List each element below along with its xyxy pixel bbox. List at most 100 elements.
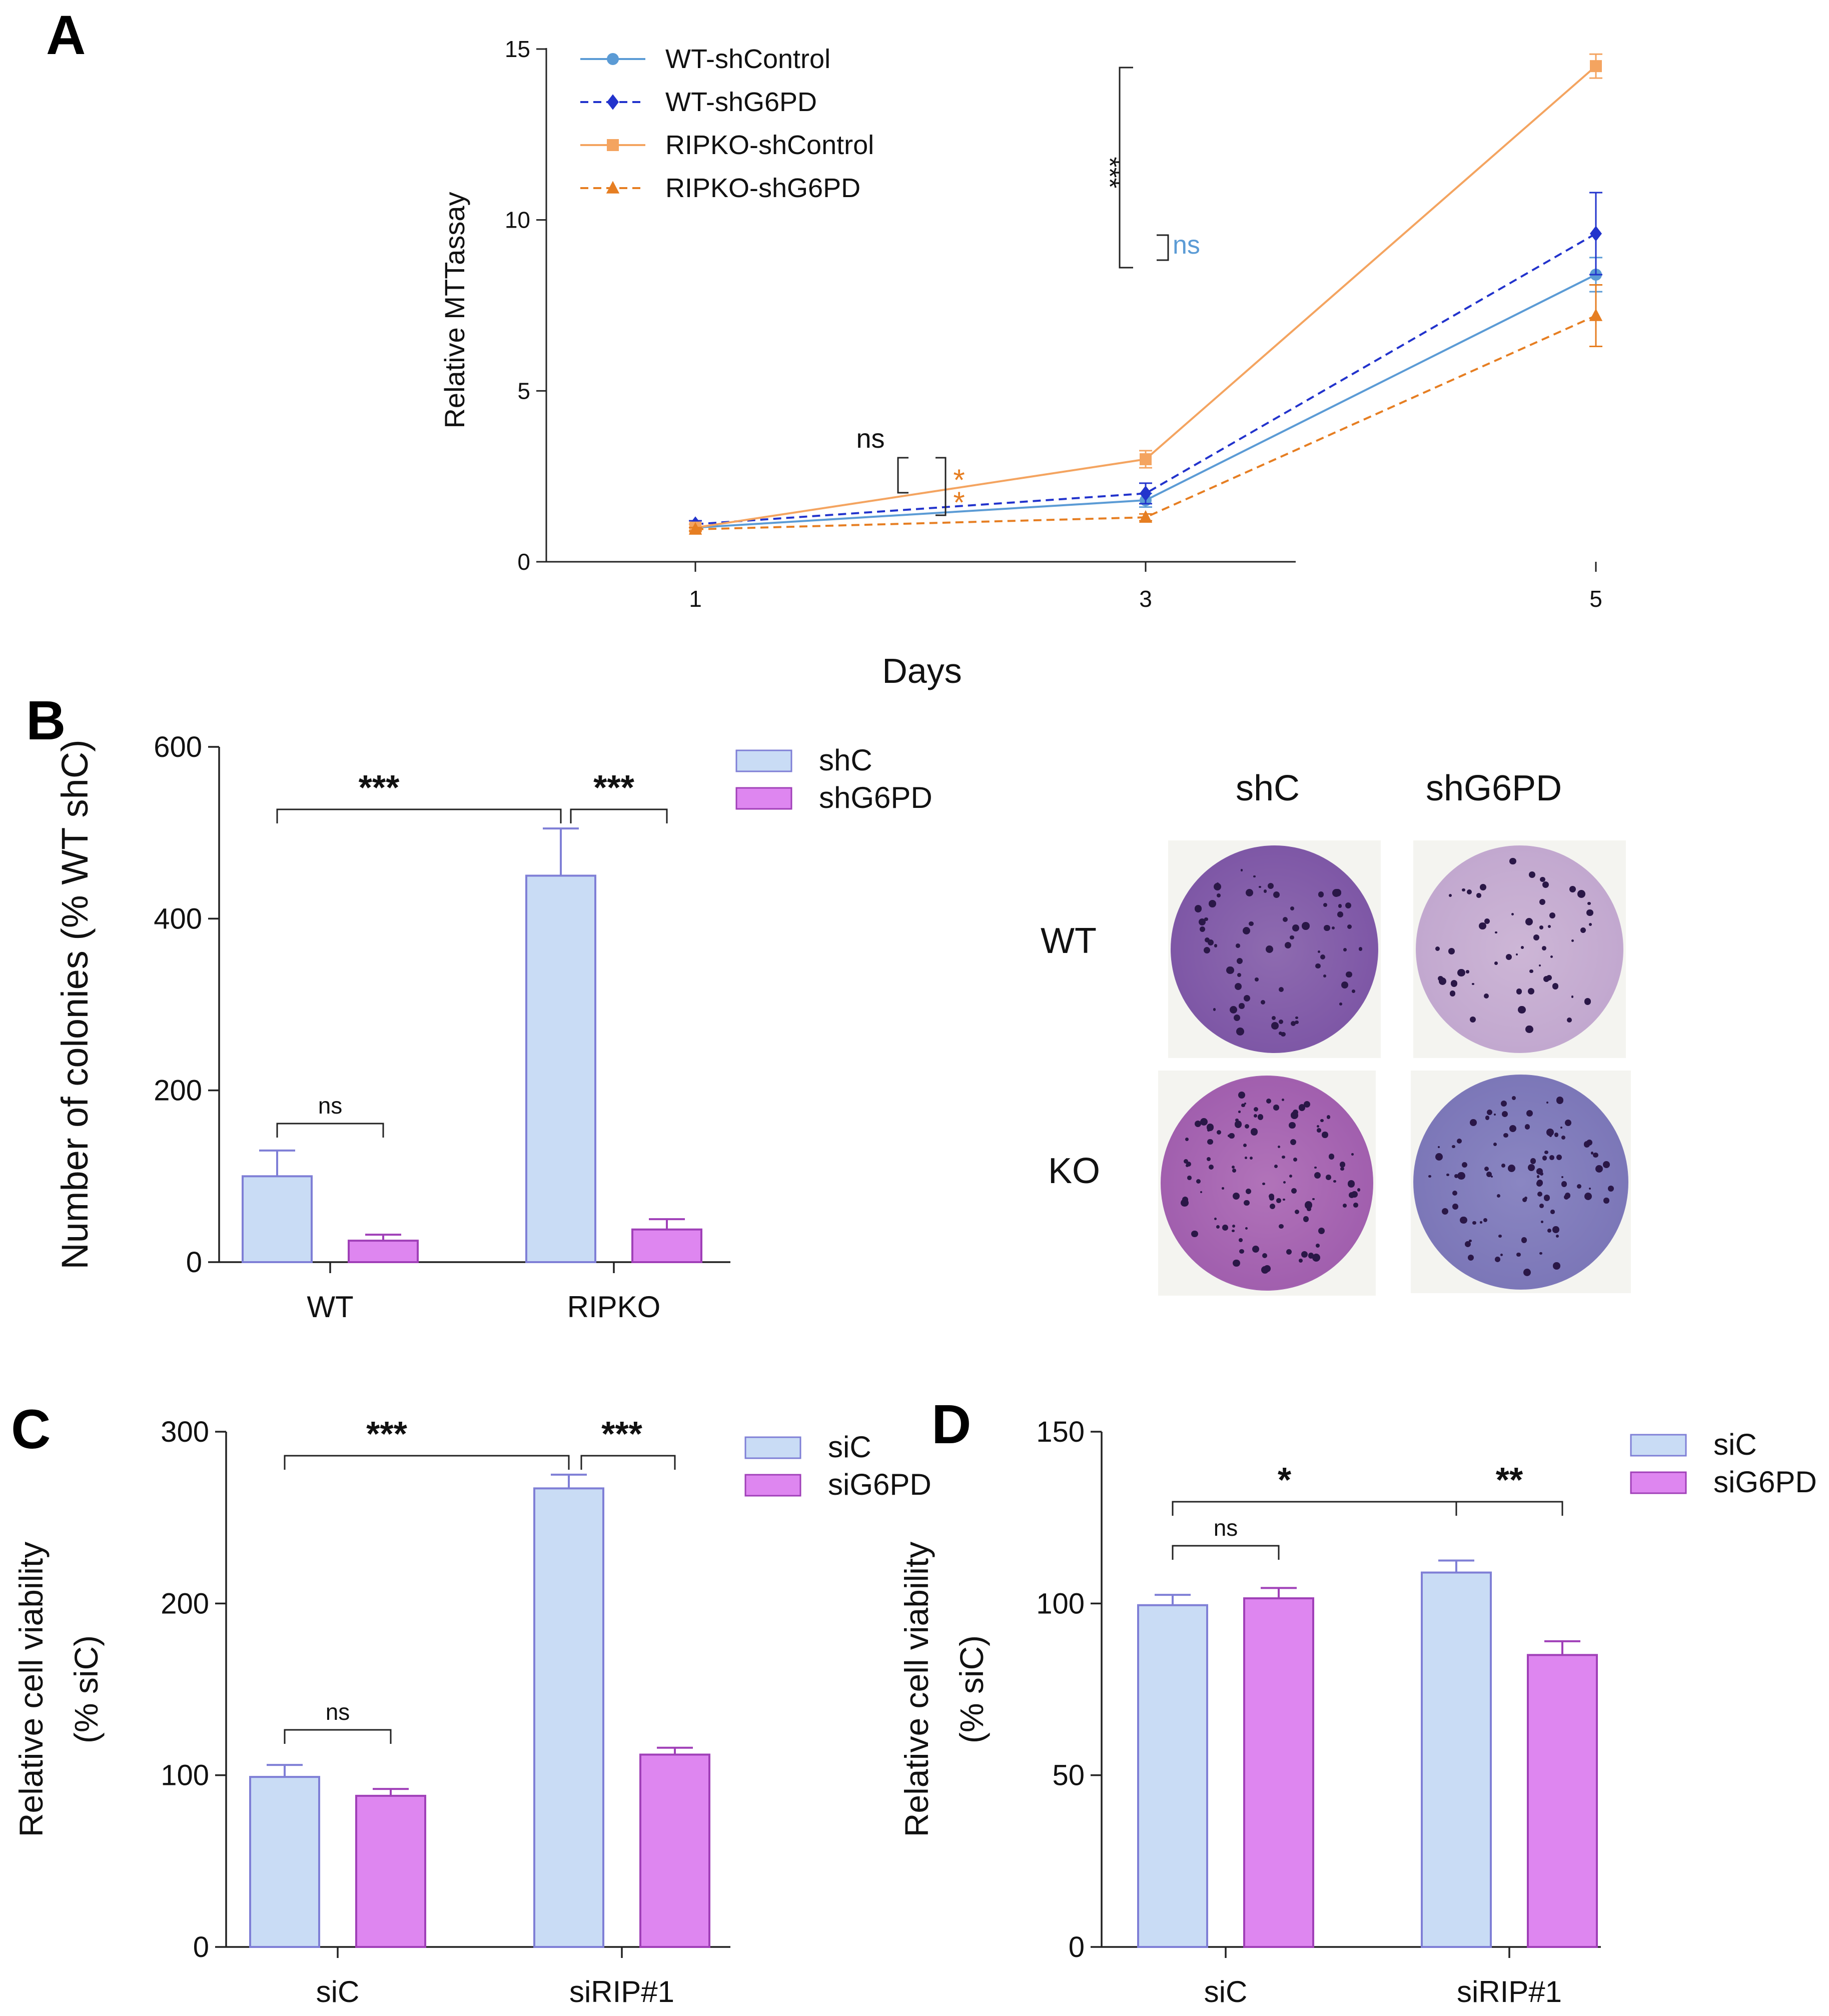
chart-d-bars: 0 50 100 150 siC siRIP#1 siC siG6PD Relative cel…	[898, 1416, 1817, 2008]
colony-dot	[1282, 1099, 1285, 1102]
colony-dot	[1529, 871, 1536, 878]
d-sig-bracket	[1172, 1501, 1457, 1516]
colony-dot	[1546, 1129, 1554, 1137]
colony-dot	[1244, 1200, 1250, 1206]
colony-dot	[1495, 1257, 1500, 1262]
colony-dot	[1199, 926, 1206, 932]
colony-dot	[1456, 1139, 1462, 1144]
colony-dot	[1234, 982, 1242, 990]
a-legend-label: WT-shControl	[665, 44, 830, 74]
colony-dot	[1452, 1145, 1455, 1149]
colony-dot	[1448, 893, 1452, 897]
b-legend-label: shC	[819, 743, 872, 777]
c-sig-label: ns	[326, 1699, 350, 1725]
panel-letter-d: D	[932, 1394, 971, 1455]
colony-dot	[1320, 954, 1326, 960]
colony-dot	[1301, 1251, 1308, 1258]
colony-dot	[1590, 1151, 1594, 1155]
a-bracket-ns3	[897, 457, 908, 494]
colony-dot	[1461, 1162, 1467, 1168]
c-bar	[639, 1753, 710, 1948]
a-bracket-star3	[936, 457, 947, 516]
colony-dot	[1452, 1204, 1458, 1210]
colony-dot	[1263, 889, 1267, 893]
d-sig-bracket	[1172, 1545, 1280, 1560]
a-y-tick-label: 10	[505, 207, 530, 233]
colony-dot	[1222, 1187, 1224, 1190]
a-bracket-ns5	[1157, 234, 1169, 261]
colony-dot	[1469, 1016, 1476, 1023]
colony-dot	[1253, 1107, 1258, 1112]
photo-row-label-ko: KO	[1048, 1151, 1101, 1191]
colony-dot	[1320, 1119, 1324, 1123]
colony-dot	[1259, 885, 1261, 888]
colony-dot	[1318, 950, 1320, 953]
colony-dot	[1485, 1115, 1490, 1120]
colony-dot	[1338, 904, 1342, 908]
b-sig-bracket	[570, 808, 668, 823]
colony-dot	[1536, 1181, 1543, 1187]
colony-dot	[1328, 1154, 1335, 1160]
colony-dot	[1322, 1132, 1328, 1138]
colony-dot	[1186, 1161, 1192, 1167]
colony-dot	[1549, 1155, 1555, 1161]
colony-dot	[1305, 1201, 1313, 1209]
colony-dot	[1480, 1221, 1482, 1224]
c-y-tick-label: 100	[161, 1759, 209, 1792]
a-y-tick-label: 15	[505, 36, 530, 62]
colony-dot	[1479, 884, 1486, 891]
colony-dot	[1278, 1146, 1281, 1148]
colony-dot	[1542, 881, 1549, 888]
c-y-axis-label: (% siC)	[68, 1635, 105, 1743]
colony-dot	[1450, 980, 1458, 987]
colony-dot	[1286, 1249, 1292, 1255]
colony-dot	[1283, 916, 1288, 922]
colony-dot	[1206, 1157, 1211, 1162]
colony-dot	[1214, 944, 1218, 947]
colony-dot	[1341, 981, 1348, 989]
d-x-tick-label: siC	[1204, 1975, 1248, 2008]
colony-dot	[1556, 1234, 1559, 1238]
c-x-tick-label: siRIP#1	[569, 1975, 674, 2008]
d-bar	[1243, 1597, 1314, 1948]
colony-dot	[1245, 888, 1253, 896]
colony-dot	[1502, 1111, 1508, 1118]
a-legend-marker	[607, 53, 619, 65]
colony-dot	[1496, 1194, 1501, 1198]
colony-dot	[1244, 1103, 1246, 1105]
colony-dot	[1584, 1193, 1592, 1201]
chart-b-bars: 0 200 400 600 WT RIPKO shC shG6PD Number of colo…	[54, 731, 933, 1324]
colony-dot	[1449, 990, 1456, 996]
colony-dot	[1326, 1115, 1331, 1119]
colony-dot	[1273, 891, 1280, 898]
colony-dot	[1553, 1262, 1560, 1270]
a-x-axis-label: Days	[882, 651, 962, 690]
a-x-tick-label: 1	[689, 586, 702, 612]
a-data-point	[1139, 510, 1153, 523]
b-y-axis-label: Number of colonies (% WT shC)	[54, 739, 96, 1270]
c-y-axis-label: Relative cell viability	[13, 1542, 50, 1837]
colony-dot	[1483, 1218, 1488, 1223]
colony-dot	[1469, 1119, 1477, 1127]
colony-dot	[1276, 1198, 1281, 1204]
colony-dot	[1353, 1203, 1358, 1208]
photo-row-label-wt: WT	[1041, 921, 1097, 961]
colony-dot	[1239, 1249, 1244, 1254]
c-bar	[355, 1794, 426, 1948]
colony-dot	[1546, 1101, 1549, 1104]
colony-dot	[1556, 1154, 1562, 1161]
colony-dot	[1204, 946, 1211, 953]
colony-dot	[1290, 935, 1294, 940]
d-sig-label: ns	[1214, 1515, 1238, 1541]
colony-dot	[1290, 906, 1295, 911]
colony-dot	[1241, 1103, 1245, 1108]
colony-dot	[1337, 911, 1344, 917]
colony-dot	[1564, 1120, 1571, 1127]
colony-dot	[1232, 1259, 1240, 1267]
b-sig-label: ***	[359, 768, 400, 807]
c-y-tick-label: 300	[161, 1416, 209, 1448]
d-legend-label: siG6PD	[1713, 1465, 1817, 1499]
colony-dot	[1295, 1020, 1299, 1025]
colony-dot	[1200, 1191, 1203, 1193]
b-sig-bracket	[276, 808, 562, 823]
